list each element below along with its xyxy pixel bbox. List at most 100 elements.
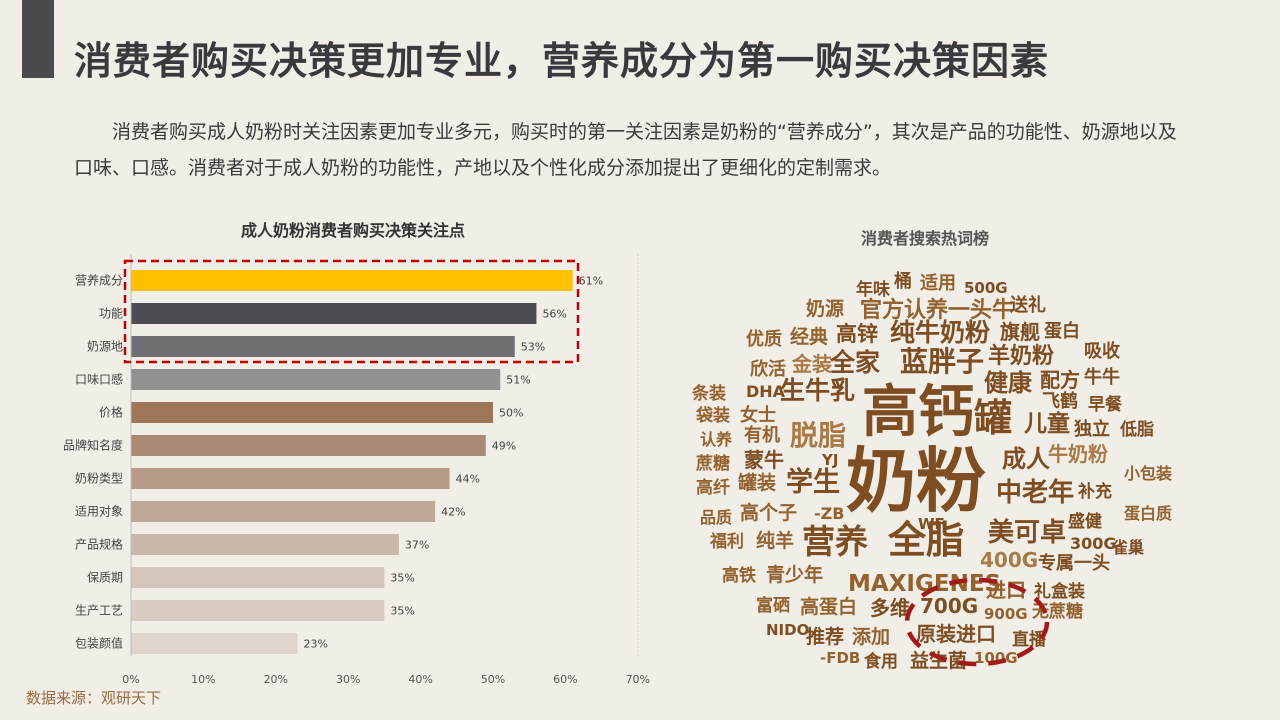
word-cloud-word: 全家 [829, 348, 880, 377]
word-cloud-word: 直播 [1012, 629, 1047, 650]
word-cloud-word: 独立 [1074, 418, 1110, 440]
bar [131, 501, 436, 522]
word-cloud-word: 配方 [1040, 368, 1080, 392]
word-cloud-word: 低脂 [1119, 419, 1154, 440]
word-cloud-word: 400G [980, 548, 1038, 572]
data-label: 56% [542, 308, 566, 321]
highlight-circle [904, 577, 1050, 667]
data-label: 44% [456, 473, 480, 486]
x-tick-label: 10% [191, 673, 215, 685]
category-label: 价格 [99, 405, 123, 420]
word-cloud-word: 经典 [790, 325, 828, 348]
bar-chart: 营养成分 61% 功能 56% 奶源地 53% 口味口感 51% 价格 50% 品牌知名度 49% 奶粉… [63, 254, 650, 685]
word-cloud-word: 多维 [870, 596, 910, 620]
word-cloud-word: 送礼 [1009, 294, 1046, 316]
category-label: 适用对象 [75, 505, 123, 519]
word-cloud-word: 中老年 [996, 477, 1074, 508]
word-cloud-word: 富硒 [756, 595, 790, 616]
category-label: 产品规格 [75, 537, 123, 552]
category-label: 奶粉类型 [75, 472, 123, 486]
word-cloud-word: 脱脂 [790, 419, 846, 452]
word-cloud-word: 福利 [709, 531, 744, 552]
word-cloud-word: 食用 [864, 651, 898, 672]
word-cloud-word: 补充 [1077, 481, 1112, 502]
word-cloud-word: DHA [746, 382, 786, 401]
word-cloud-word: 健康 [984, 369, 1033, 397]
word-cloud-word: 优质 [746, 328, 782, 350]
word-cloud-word: 纯牛奶粉 [890, 318, 990, 347]
word-cloud-word: 金装 [791, 352, 832, 376]
word-cloud-word: 推荐 [806, 625, 844, 648]
word-cloud-word: 高钙 [862, 380, 974, 445]
word-cloud-word: 年味 [856, 279, 890, 300]
word-cloud-word: 900G [984, 605, 1028, 623]
bar [131, 336, 515, 357]
word-cloud-word: 吸收 [1084, 340, 1120, 362]
x-tick-label: 40% [408, 673, 432, 685]
word-cloud-word: 纯羊 [756, 529, 794, 552]
word-cloud-word: 罐装 [737, 471, 776, 494]
word-cloud-word: 全脂 [887, 518, 964, 562]
word-cloud-word: -FDB [820, 649, 860, 667]
word-cloud-word: 营养 [802, 522, 868, 561]
word-cloud-word: 认养 [700, 430, 733, 449]
chart-title: 成人奶粉消费者购买决策关注点 [240, 221, 465, 240]
word-cloud-word: 学生 [786, 466, 840, 498]
word-cloud-word: 早餐 [1088, 394, 1123, 415]
category-label: 品牌知名度 [63, 438, 123, 453]
word-cloud-word: 添加 [852, 625, 890, 648]
word-cloud-word: 美可卓 [988, 517, 1066, 548]
data-label: 23% [304, 638, 328, 651]
bar [131, 270, 573, 291]
word-cloud-word: YJ [821, 451, 838, 469]
x-tick-label: 20% [264, 673, 288, 685]
data-label: 49% [492, 440, 516, 453]
word-cloud-word: 官方认养一头牛 [860, 297, 1014, 323]
word-cloud-word: 旗舰 [1000, 320, 1040, 344]
word-cloud-word: 700G [920, 594, 978, 618]
bar [131, 600, 385, 621]
word-cloud-word: 奶粉 [846, 440, 986, 522]
intro-paragraph: 消费者购买成人奶粉时关注因素更加专业多元，购买时的第一关注因素是奶粉的“营养成分… [74, 121, 1177, 179]
category-label: 营养成分 [75, 273, 123, 288]
word-cloud-word: 欣活 [750, 358, 786, 380]
x-tick-label: 30% [336, 673, 360, 685]
data-label: 61% [579, 275, 603, 288]
category-label: 口味口感 [75, 372, 123, 387]
bar [131, 468, 450, 489]
word-cloud-word: 高锌 [836, 322, 878, 346]
word-cloud-word: 适用 [920, 273, 956, 294]
data-source: 数据来源：观研天下 [26, 689, 162, 707]
word-cloud-word: 原装进口 [916, 622, 996, 646]
page-title: 消费者购买决策更加专业，营养成分为第一购买决策因素 [74, 39, 1050, 83]
word-cloud-word: 奶源 [806, 297, 844, 320]
data-label: 35% [390, 605, 414, 618]
data-label: 35% [390, 572, 414, 585]
bar [131, 369, 501, 390]
data-label: 53% [521, 341, 545, 354]
bar [131, 633, 298, 654]
category-label: 包装颜值 [75, 636, 123, 651]
word-cloud-word: 100G [974, 649, 1018, 667]
data-label: 37% [405, 539, 429, 552]
word-cloud-word: 盛健 [1068, 511, 1102, 532]
word-cloud-word: 条装 [691, 383, 726, 404]
word-cloud-word: 礼盒装 [1034, 581, 1085, 602]
word-cloud-word: 蒙牛 [744, 448, 784, 472]
x-tick-label: 60% [553, 673, 577, 685]
word-cloud-word: 青少年 [766, 563, 823, 586]
word-cloud-word: 500G [964, 279, 1008, 297]
word-cloud-word: 桶 [894, 270, 912, 292]
word-cloud-word: 蛋白 [1044, 320, 1080, 342]
data-label: 51% [506, 374, 530, 387]
word-cloud-word: 儿童 [1024, 410, 1070, 437]
x-tick-label: 50% [481, 673, 505, 685]
x-tick-label: 70% [626, 673, 650, 685]
category-label: 奶源地 [87, 340, 123, 354]
category-label: 保质期 [87, 571, 123, 585]
word-cloud-word: 高个子 [740, 501, 797, 524]
word-cloud-word: 生牛乳 [780, 376, 855, 405]
word-cloud-word: 品质 [700, 508, 732, 527]
word-cloud-word: 飞鹤 [1042, 390, 1078, 412]
